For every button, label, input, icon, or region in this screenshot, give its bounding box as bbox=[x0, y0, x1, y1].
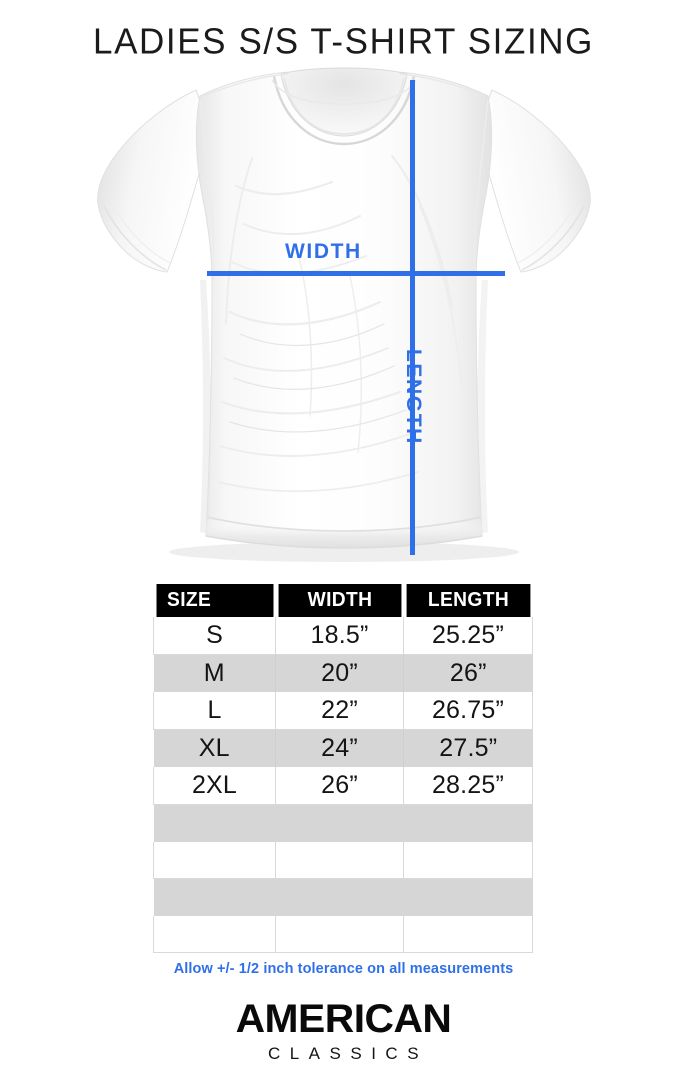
column-header-length: LENGTH bbox=[406, 584, 530, 617]
cell-size bbox=[153, 841, 276, 879]
cell-size bbox=[153, 878, 276, 916]
table-row: M 20” 26” bbox=[153, 654, 533, 692]
cell-length bbox=[403, 878, 533, 916]
cell-length: 26.75” bbox=[403, 692, 533, 730]
cell-width bbox=[275, 804, 404, 842]
cell-length: 28.25” bbox=[403, 767, 533, 805]
measurement-overlay: WIDTH LENGTH bbox=[0, 66, 687, 566]
table-row: 2XL 26” 28.25” bbox=[153, 767, 533, 805]
cell-length bbox=[403, 804, 533, 842]
size-table-container: SIZE WIDTH LENGTH S 18.5” 25.25” M 20” 2… bbox=[153, 584, 533, 953]
page-title: LADIES S/S T-SHIRT SIZING bbox=[93, 21, 594, 62]
tolerance-note: Allow +/- 1/2 inch tolerance on all meas… bbox=[173, 961, 514, 977]
cell-size: 2XL bbox=[153, 767, 276, 805]
cell-size: L bbox=[153, 692, 276, 730]
cell-length: 26” bbox=[403, 654, 533, 692]
cell-width bbox=[275, 841, 404, 879]
cell-length bbox=[403, 915, 533, 953]
brand-name-secondary: CLASSICS bbox=[267, 1044, 429, 1063]
table-row bbox=[153, 841, 533, 879]
cell-width: 26” bbox=[275, 767, 404, 805]
cell-size bbox=[153, 915, 276, 953]
cell-width bbox=[275, 878, 404, 916]
cell-width bbox=[275, 915, 404, 953]
cell-length bbox=[403, 841, 533, 879]
size-table: SIZE WIDTH LENGTH S 18.5” 25.25” M 20” 2… bbox=[153, 584, 533, 953]
brand-logo: AMERICAN CLASSICS bbox=[0, 997, 687, 1067]
cell-size: S bbox=[153, 617, 276, 655]
length-measure-line bbox=[410, 80, 415, 555]
column-header-width: WIDTH bbox=[278, 584, 401, 617]
length-label: LENGTH bbox=[402, 349, 425, 445]
cell-width: 18.5” bbox=[275, 617, 404, 655]
table-row bbox=[153, 915, 533, 953]
table-row: S 18.5” 25.25” bbox=[153, 617, 533, 655]
cell-size: M bbox=[153, 654, 276, 692]
cell-width: 24” bbox=[275, 729, 404, 767]
width-measure-line bbox=[207, 271, 505, 276]
column-header-size: SIZE bbox=[155, 584, 274, 617]
size-table-body: S 18.5” 25.25” M 20” 26” L 22” 26.75” XL… bbox=[153, 617, 533, 953]
cell-size bbox=[153, 804, 276, 842]
width-label: WIDTH bbox=[285, 240, 362, 263]
table-row: L 22” 26.75” bbox=[153, 692, 533, 730]
brand-name-primary: AMERICAN bbox=[235, 997, 452, 1041]
size-table-header: SIZE WIDTH LENGTH bbox=[154, 584, 533, 617]
tshirt-illustration bbox=[0, 66, 687, 566]
cell-length: 25.25” bbox=[403, 617, 533, 655]
table-row: XL 24” 27.5” bbox=[153, 729, 533, 767]
cell-size: XL bbox=[153, 729, 276, 767]
table-row bbox=[153, 878, 533, 916]
tshirt-graphic bbox=[97, 67, 591, 562]
cell-width: 22” bbox=[275, 692, 404, 730]
table-header-row: SIZE WIDTH LENGTH bbox=[154, 584, 533, 617]
table-row bbox=[153, 804, 533, 842]
cell-length: 27.5” bbox=[403, 729, 533, 767]
cell-width: 20” bbox=[275, 654, 404, 692]
